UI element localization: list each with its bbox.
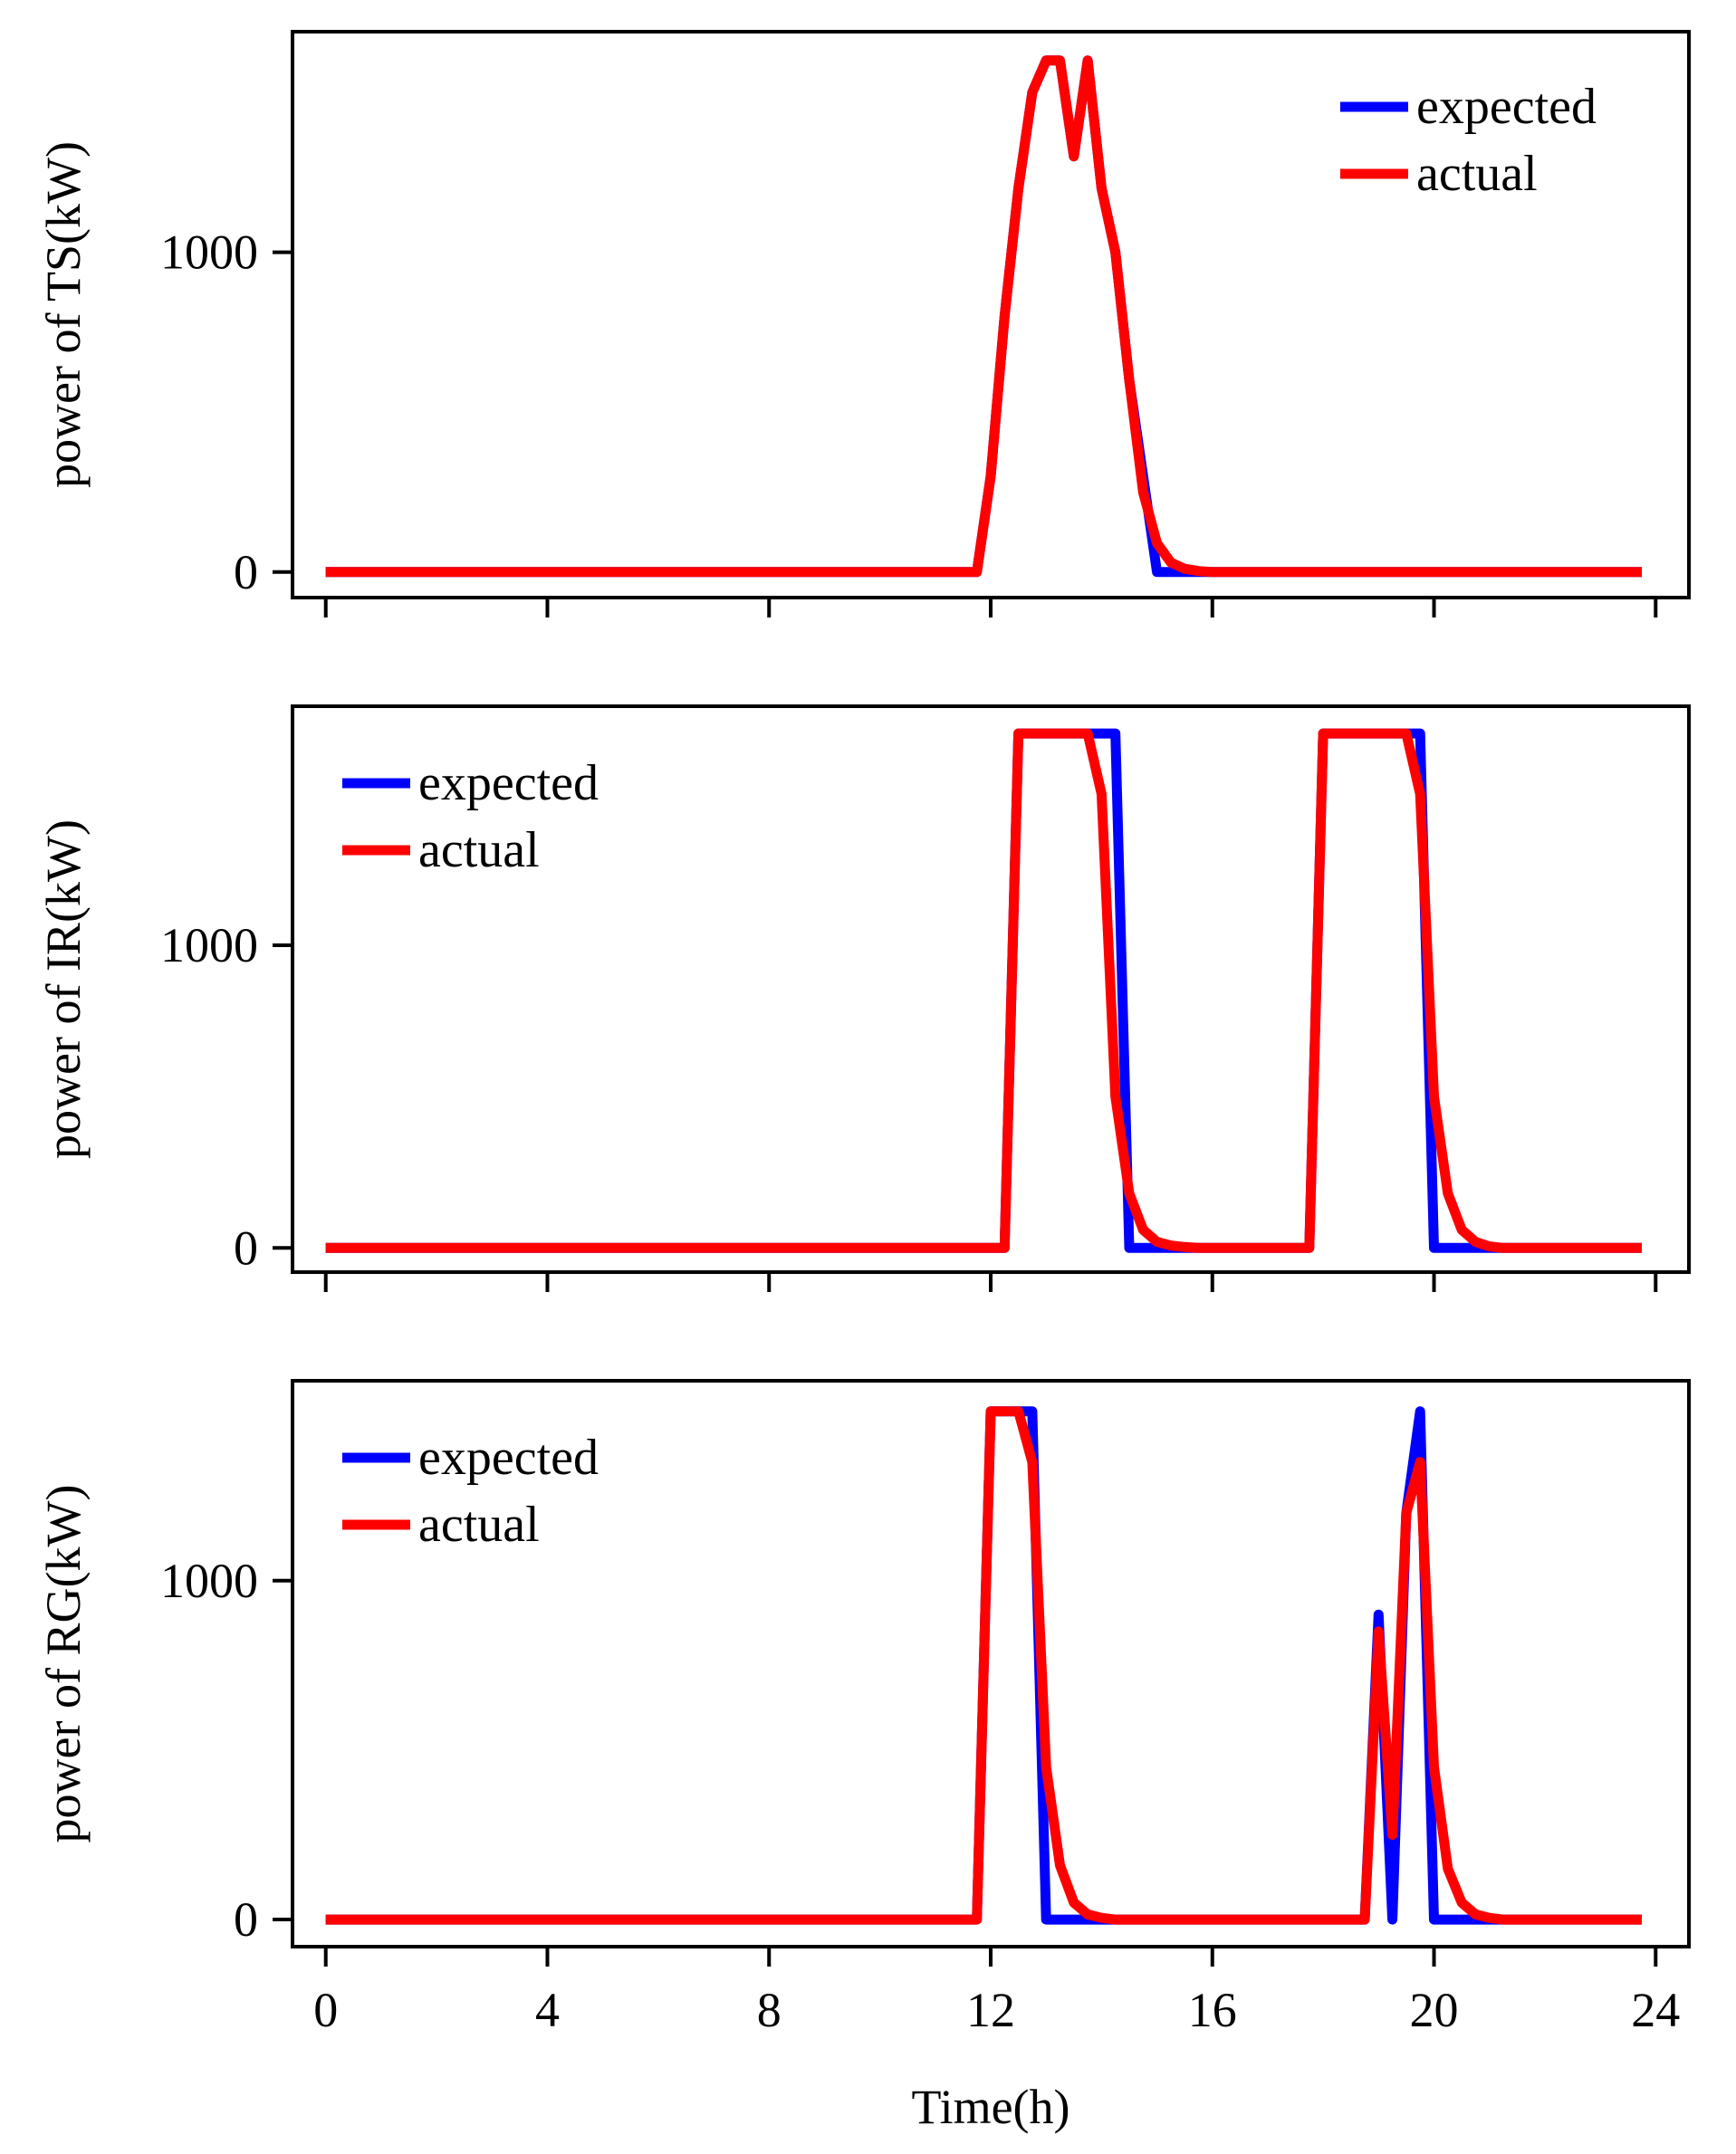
- legend-label-actual: actual: [418, 1497, 540, 1553]
- x-tick-label: 4: [535, 1983, 560, 2037]
- legend: expected actual: [342, 755, 599, 878]
- x-tick-label: 24: [1631, 1983, 1680, 2037]
- x-tick-label: 20: [1410, 1983, 1459, 2037]
- series-line-actual: [325, 728, 1642, 1253]
- panel-2: 0 1000 power of IR(kW) expected actual: [36, 704, 1691, 1292]
- y-tick-label: 1000: [160, 918, 258, 972]
- legend-label-actual: actual: [418, 822, 540, 878]
- legend-label-expected: expected: [418, 755, 599, 811]
- y-tick-label: 1000: [160, 1554, 258, 1608]
- y-tick-label: 0: [234, 1892, 258, 1947]
- x-axis-title: Time(h): [911, 2080, 1069, 2134]
- x-tick-label: 16: [1188, 1983, 1237, 2037]
- y-axis-title: power of IR(kW): [36, 819, 91, 1159]
- series-line-actual: [325, 1406, 1642, 1925]
- legend: expected actual: [342, 1430, 599, 1553]
- x-tick-label: 12: [966, 1983, 1015, 2037]
- y-tick-label: 0: [234, 545, 258, 599]
- x-tick-label: 0: [313, 1983, 338, 2037]
- y-tick-label: 0: [234, 1221, 258, 1275]
- series-line-actual: [325, 55, 1642, 578]
- x-tick-label: 8: [757, 1983, 782, 2037]
- legend-label-actual: actual: [1416, 146, 1538, 202]
- y-axis-title: power of RG(kW): [36, 1485, 91, 1843]
- legend: expected actual: [1340, 79, 1597, 202]
- legend-label-expected: expected: [1416, 79, 1597, 135]
- panel-3: 0 4 8 12 16 20 24 0 1000 power of RG(kW) Time(h) ex…: [36, 1379, 1691, 2134]
- y-tick-label: 1000: [160, 225, 258, 280]
- y-axis-title: power of TS(kW): [36, 141, 91, 488]
- legend-label-expected: expected: [418, 1430, 599, 1486]
- panel-1: 0 1000 power of TS(kW) expected actual: [36, 30, 1691, 617]
